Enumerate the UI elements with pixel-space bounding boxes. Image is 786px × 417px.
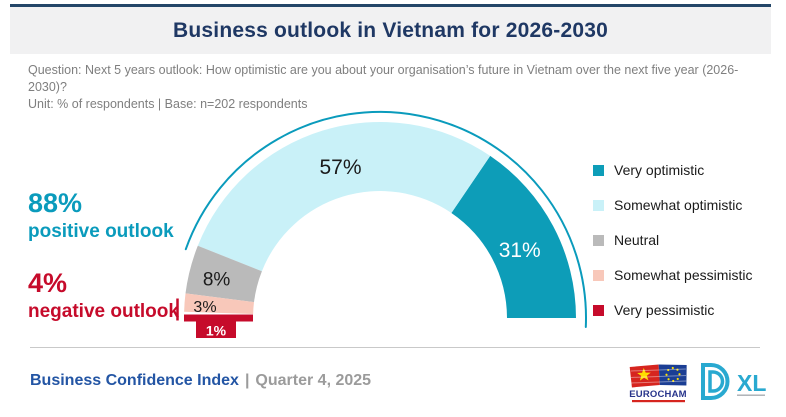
eurocham-logo: EUROCHAM: [629, 364, 687, 403]
footer-quarter: Quarter 4, 2025: [255, 372, 372, 389]
legend-label: Neutral: [614, 232, 660, 248]
gauge-data-label-neutral: 8%: [203, 269, 231, 290]
eurocham-wordmark: EUROCHAM: [629, 389, 687, 400]
legend-label: Very optimistic: [614, 162, 705, 178]
eu-flag-icon: [658, 364, 687, 386]
legend-label: Somewhat optimistic: [614, 197, 743, 213]
legend: Very optimistic Somewhat optimistic Neutra…: [593, 162, 753, 338]
gauge-segment-very-optimistic: [451, 155, 576, 318]
positive-outlook-label: positive outlook: [28, 221, 174, 242]
dxl-inner-d-icon: [708, 370, 725, 393]
footer-separator: |: [244, 372, 250, 389]
dxl-logo: XL: [701, 363, 766, 400]
footer-divider: [30, 347, 760, 348]
chart-title: Business outlook in Vietnam for 2026-203…: [173, 18, 608, 42]
vietnam-star-icon: [637, 368, 651, 381]
legend-item-neutral: Neutral: [593, 232, 753, 248]
legend-item-somewhat-optimistic: Somewhat optimistic: [593, 197, 753, 213]
positive-outlook-arc: [184, 110, 587, 328]
eurocham-tagline: [632, 400, 685, 403]
dxl-outer-d-icon: [701, 363, 730, 400]
legend-item-somewhat-pessimistic: Somewhat pessimistic: [593, 267, 753, 283]
footer-report-title: Business Confidence Index: [30, 372, 239, 389]
gauge-segment-somewhat-optimistic: [197, 121, 491, 272]
unit-base-text: Unit: % of respondents | Base: n=202 res…: [28, 97, 308, 111]
legend-label: Very pessimistic: [614, 302, 715, 318]
title-band: Business outlook in Vietnam for 2026-203…: [10, 7, 771, 54]
gauge-segment-somewhat-pessimistic: [184, 293, 254, 314]
question-text: Question: Next 5 years outlook: How opti…: [28, 63, 739, 94]
legend-swatch-somewhat-optimistic: [593, 199, 604, 211]
legend-item-very-pessimistic: Very pessimistic: [593, 302, 753, 318]
footer: Business Confidence Index | Quarter 4, 202…: [30, 372, 371, 390]
eurocham-flag: [629, 364, 687, 388]
eu-stars-icon: [665, 366, 681, 383]
legend-item-very-optimistic: Very optimistic: [593, 162, 753, 178]
gauge-data-label-very-optimistic: 31%: [499, 239, 541, 262]
legend-swatch-somewhat-pessimistic: [593, 269, 604, 281]
top-accent-bar: [10, 4, 771, 7]
legend-swatch-very-pessimistic: [593, 304, 604, 316]
dxl-wordmark: XL: [737, 370, 766, 396]
legend-swatch-very-optimistic: [593, 164, 604, 176]
legend-label: Somewhat pessimistic: [614, 267, 753, 283]
negative-outlook-value: 4%: [28, 268, 68, 298]
negative-outlook-label: negative outlook: [28, 301, 179, 322]
gauge-segment-very-pessimistic-exploded: [196, 321, 236, 338]
gauge-data-label-somewhat-pessimistic: 3%: [193, 299, 216, 316]
negative-outlook-annotation: 4% negative outlook: [28, 268, 179, 324]
gauge-segment-neutral: [185, 245, 262, 303]
flag-brush-streaks: [630, 368, 687, 384]
gauge-segment-very-pessimistic: [184, 314, 253, 322]
question-block: Question: Next 5 years outlook: How opti…: [28, 62, 772, 113]
dxl-tagline: [737, 394, 765, 396]
gauge-data-label-somewhat-optimistic: 57%: [319, 156, 361, 179]
positive-outlook-annotation: 88% positive outlook: [28, 188, 174, 244]
positive-outlook-value: 88%: [28, 188, 83, 218]
legend-swatch-neutral: [593, 234, 604, 246]
gauge-data-label-very-pessimistic: 1%: [206, 323, 227, 339]
